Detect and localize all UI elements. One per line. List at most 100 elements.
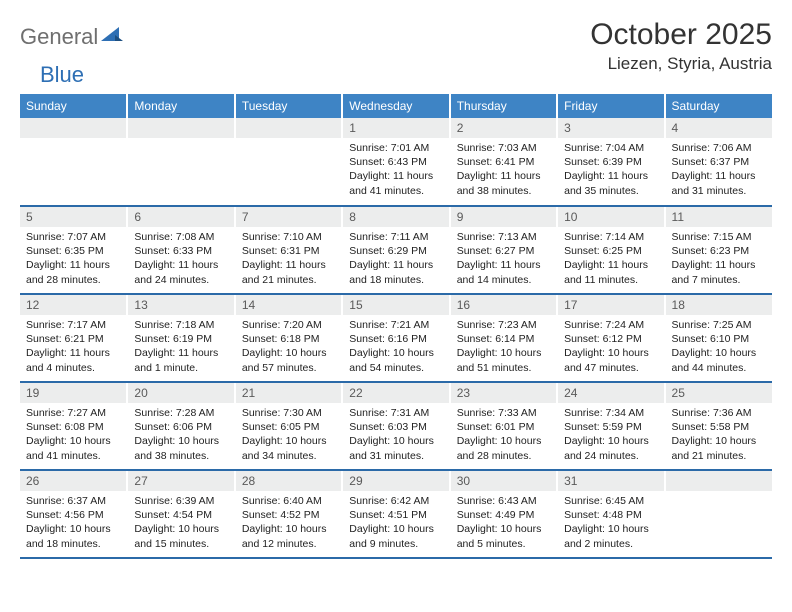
sunset-line: Sunset: 6:08 PM (26, 420, 120, 434)
daylight-line: Daylight: 10 hours and 34 minutes. (242, 434, 335, 462)
day-details: Sunrise: 7:06 AMSunset: 6:37 PMDaylight:… (666, 138, 772, 202)
calendar-day-cell: 30Sunrise: 6:43 AMSunset: 4:49 PMDayligh… (450, 470, 557, 558)
day-number: 19 (20, 383, 126, 403)
day-details: Sunrise: 7:07 AMSunset: 6:35 PMDaylight:… (20, 227, 126, 291)
daylight-line: Daylight: 11 hours and 24 minutes. (134, 258, 227, 286)
daylight-line: Daylight: 10 hours and 38 minutes. (134, 434, 227, 462)
daylight-line: Daylight: 10 hours and 21 minutes. (672, 434, 766, 462)
calendar-day-cell: 6Sunrise: 7:08 AMSunset: 6:33 PMDaylight… (127, 206, 234, 294)
brand-name-part2: Blue (40, 62, 84, 88)
calendar-day-cell: 20Sunrise: 7:28 AMSunset: 6:06 PMDayligh… (127, 382, 234, 470)
sunset-line: Sunset: 5:58 PM (672, 420, 766, 434)
sunrise-line: Sunrise: 6:43 AM (457, 494, 550, 508)
sunrise-line: Sunrise: 7:23 AM (457, 318, 550, 332)
sunset-line: Sunset: 4:54 PM (134, 508, 227, 522)
calendar-day-cell: 9Sunrise: 7:13 AMSunset: 6:27 PMDaylight… (450, 206, 557, 294)
day-details: Sunrise: 7:34 AMSunset: 5:59 PMDaylight:… (558, 403, 663, 467)
daylight-line: Daylight: 11 hours and 41 minutes. (349, 169, 442, 197)
day-details: Sunrise: 7:24 AMSunset: 6:12 PMDaylight:… (558, 315, 663, 379)
calendar-day-cell: 13Sunrise: 7:18 AMSunset: 6:19 PMDayligh… (127, 294, 234, 382)
daylight-line: Daylight: 10 hours and 9 minutes. (349, 522, 442, 550)
sunrise-line: Sunrise: 7:34 AM (564, 406, 657, 420)
sunset-line: Sunset: 6:14 PM (457, 332, 550, 346)
daylight-line: Daylight: 10 hours and 5 minutes. (457, 522, 550, 550)
calendar-day-cell: 22Sunrise: 7:31 AMSunset: 6:03 PMDayligh… (342, 382, 449, 470)
daylight-line: Daylight: 10 hours and 41 minutes. (26, 434, 120, 462)
day-number: 14 (236, 295, 341, 315)
calendar-week-row: 19Sunrise: 7:27 AMSunset: 6:08 PMDayligh… (20, 382, 772, 470)
calendar-page: General October 2025 Liezen, Styria, Aus… (0, 0, 792, 569)
sunrise-line: Sunrise: 7:30 AM (242, 406, 335, 420)
day-details: Sunrise: 6:39 AMSunset: 4:54 PMDaylight:… (128, 491, 233, 555)
calendar-day-cell: 4Sunrise: 7:06 AMSunset: 6:37 PMDaylight… (665, 118, 772, 206)
day-details: Sunrise: 7:23 AMSunset: 6:14 PMDaylight:… (451, 315, 556, 379)
daylight-line: Daylight: 11 hours and 14 minutes. (457, 258, 550, 286)
sunrise-line: Sunrise: 7:15 AM (672, 230, 766, 244)
calendar-day-cell: 28Sunrise: 6:40 AMSunset: 4:52 PMDayligh… (235, 470, 342, 558)
calendar-day-cell: 5Sunrise: 7:07 AMSunset: 6:35 PMDaylight… (20, 206, 127, 294)
calendar-day-cell: 1Sunrise: 7:01 AMSunset: 6:43 PMDaylight… (342, 118, 449, 206)
day-details: Sunrise: 6:37 AMSunset: 4:56 PMDaylight:… (20, 491, 126, 555)
daylight-line: Daylight: 11 hours and 28 minutes. (26, 258, 120, 286)
calendar-week-row: 12Sunrise: 7:17 AMSunset: 6:21 PMDayligh… (20, 294, 772, 382)
day-details: Sunrise: 7:10 AMSunset: 6:31 PMDaylight:… (236, 227, 341, 291)
sunset-line: Sunset: 6:31 PM (242, 244, 335, 258)
day-number: 3 (558, 118, 663, 138)
calendar-day-cell: 14Sunrise: 7:20 AMSunset: 6:18 PMDayligh… (235, 294, 342, 382)
sunrise-line: Sunrise: 7:13 AM (457, 230, 550, 244)
sunset-line: Sunset: 6:35 PM (26, 244, 120, 258)
sunrise-line: Sunrise: 7:04 AM (564, 141, 657, 155)
sunrise-line: Sunrise: 7:28 AM (134, 406, 227, 420)
daylight-line: Daylight: 10 hours and 18 minutes. (26, 522, 120, 550)
weekday-header: Thursday (450, 94, 557, 118)
location-label: Liezen, Styria, Austria (590, 54, 772, 74)
sunrise-line: Sunrise: 7:17 AM (26, 318, 120, 332)
day-number: 17 (558, 295, 663, 315)
sunset-line: Sunset: 4:56 PM (26, 508, 120, 522)
sunset-line: Sunset: 6:18 PM (242, 332, 335, 346)
day-details: Sunrise: 7:20 AMSunset: 6:18 PMDaylight:… (236, 315, 341, 379)
day-number (236, 118, 341, 138)
weekday-header: Friday (557, 94, 664, 118)
month-title: October 2025 (590, 18, 772, 52)
sunrise-line: Sunrise: 6:37 AM (26, 494, 120, 508)
sunset-line: Sunset: 6:37 PM (672, 155, 766, 169)
sunset-line: Sunset: 4:49 PM (457, 508, 550, 522)
daylight-line: Daylight: 11 hours and 7 minutes. (672, 258, 766, 286)
calendar-day-cell: 3Sunrise: 7:04 AMSunset: 6:39 PMDaylight… (557, 118, 664, 206)
calendar-day-cell: 10Sunrise: 7:14 AMSunset: 6:25 PMDayligh… (557, 206, 664, 294)
day-details: Sunrise: 7:18 AMSunset: 6:19 PMDaylight:… (128, 315, 233, 379)
day-number: 20 (128, 383, 233, 403)
daylight-line: Daylight: 11 hours and 31 minutes. (672, 169, 766, 197)
sunset-line: Sunset: 6:01 PM (457, 420, 550, 434)
day-number (20, 118, 126, 138)
day-number: 31 (558, 471, 663, 491)
day-number: 4 (666, 118, 772, 138)
calendar-week-row: 26Sunrise: 6:37 AMSunset: 4:56 PMDayligh… (20, 470, 772, 558)
daylight-line: Daylight: 10 hours and 15 minutes. (134, 522, 227, 550)
sunrise-line: Sunrise: 7:07 AM (26, 230, 120, 244)
day-number: 22 (343, 383, 448, 403)
day-details: Sunrise: 7:14 AMSunset: 6:25 PMDaylight:… (558, 227, 663, 291)
daylight-line: Daylight: 10 hours and 51 minutes. (457, 346, 550, 374)
day-details: Sunrise: 7:31 AMSunset: 6:03 PMDaylight:… (343, 403, 448, 467)
day-details: Sunrise: 7:25 AMSunset: 6:10 PMDaylight:… (666, 315, 772, 379)
sunset-line: Sunset: 6:43 PM (349, 155, 442, 169)
sunset-line: Sunset: 4:52 PM (242, 508, 335, 522)
weekday-header-row: SundayMondayTuesdayWednesdayThursdayFrid… (20, 94, 772, 118)
calendar-table: SundayMondayTuesdayWednesdayThursdayFrid… (20, 94, 772, 559)
sunset-line: Sunset: 6:10 PM (672, 332, 766, 346)
calendar-day-cell: 24Sunrise: 7:34 AMSunset: 5:59 PMDayligh… (557, 382, 664, 470)
day-details: Sunrise: 7:17 AMSunset: 6:21 PMDaylight:… (20, 315, 126, 379)
day-details: Sunrise: 7:03 AMSunset: 6:41 PMDaylight:… (451, 138, 556, 202)
weekday-header: Monday (127, 94, 234, 118)
calendar-day-cell: 2Sunrise: 7:03 AMSunset: 6:41 PMDaylight… (450, 118, 557, 206)
daylight-line: Daylight: 10 hours and 24 minutes. (564, 434, 657, 462)
calendar-week-row: 1Sunrise: 7:01 AMSunset: 6:43 PMDaylight… (20, 118, 772, 206)
day-details: Sunrise: 7:27 AMSunset: 6:08 PMDaylight:… (20, 403, 126, 467)
sunset-line: Sunset: 6:29 PM (349, 244, 442, 258)
day-number: 29 (343, 471, 448, 491)
calendar-day-cell: 17Sunrise: 7:24 AMSunset: 6:12 PMDayligh… (557, 294, 664, 382)
day-number: 24 (558, 383, 663, 403)
day-number: 6 (128, 207, 233, 227)
